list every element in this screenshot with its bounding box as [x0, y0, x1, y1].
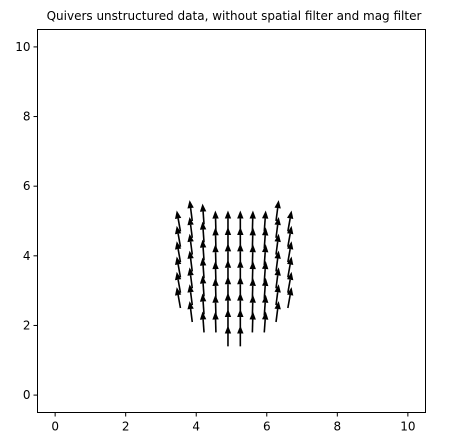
quiver-arrow [187, 250, 194, 272]
x-axis: 0 2 4 6 8 10 [51, 412, 416, 434]
quiver-arrow [249, 311, 256, 333]
quiver-arrow [174, 241, 182, 263]
x-tick-label: 4 [192, 420, 200, 434]
quiver-arrow [274, 233, 281, 255]
quiver-arrow [174, 256, 182, 278]
quiver-arrow [274, 267, 281, 289]
y-tick-label: 4 [23, 249, 31, 263]
quiver-arrow [287, 256, 294, 278]
quiver-arrow [274, 250, 281, 272]
x-tick-label: 2 [122, 420, 130, 434]
quiver-arrow [287, 241, 294, 263]
y-axis: 0 2 4 6 8 10 [15, 40, 38, 402]
quiver-arrow [261, 210, 269, 232]
quiver-arrow [199, 203, 207, 225]
y-tick-label: 10 [15, 40, 30, 54]
quiver-arrow [287, 271, 294, 293]
quiver-arrow [199, 311, 207, 333]
x-tick-label: 8 [333, 420, 341, 434]
quiver-arrows [174, 200, 294, 347]
quiver-arrow [237, 325, 244, 347]
y-tick-label: 0 [23, 388, 31, 402]
quiver-arrow [274, 200, 281, 222]
quiver-arrow [174, 225, 182, 247]
quiver-arrow [199, 293, 207, 315]
quiver-arrow [212, 311, 219, 333]
quiver-arrow [224, 325, 232, 347]
quiver-arrow [187, 284, 194, 306]
x-tick-label: 10 [400, 420, 415, 434]
quiver-arrow [261, 227, 269, 249]
quiver-arrow [261, 277, 269, 299]
x-tick-label: 6 [263, 420, 271, 434]
quiver-arrow [187, 301, 194, 323]
x-tick-label: 0 [51, 420, 59, 434]
quiver-arrow [199, 257, 207, 279]
plot-area [37, 29, 426, 413]
quiver-arrow [174, 287, 182, 309]
quiver-arrow [274, 301, 281, 323]
quiver-arrow [187, 267, 194, 289]
quiver-arrow [174, 271, 182, 293]
quiver-arrow [274, 216, 281, 238]
quiver-arrow [261, 294, 269, 316]
quiver-arrow [287, 225, 294, 247]
quiver-arrow [187, 200, 194, 222]
quiver-arrow [174, 210, 182, 232]
quiver-arrow [287, 287, 294, 309]
quiver-arrow [261, 261, 269, 282]
quiver-arrow [261, 244, 269, 266]
quiver-arrow [287, 210, 294, 232]
quiver-arrow [199, 275, 207, 297]
quiver-arrow [261, 311, 269, 333]
chart-title: Quivers unstructured data, without spati… [47, 9, 422, 23]
quiver-arrow [199, 239, 207, 261]
quiver-arrow [199, 221, 207, 243]
quiver-arrow [187, 216, 194, 238]
quiver-arrow [274, 284, 281, 306]
y-tick-label: 2 [23, 318, 31, 332]
y-tick-label: 6 [23, 179, 31, 193]
quiver-arrow [187, 233, 194, 255]
y-tick-label: 8 [23, 110, 31, 124]
